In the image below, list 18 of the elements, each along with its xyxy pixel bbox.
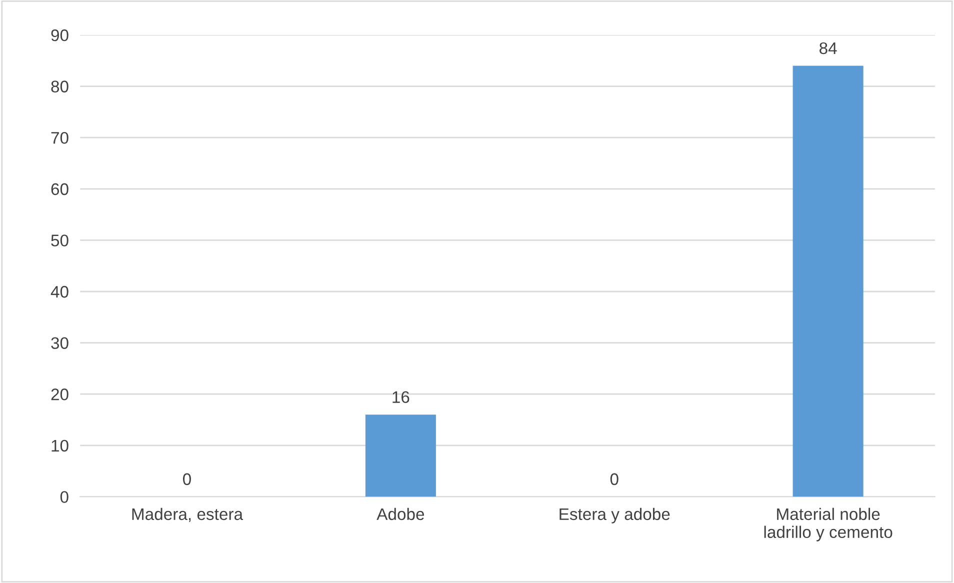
y-tick-label: 30 (51, 337, 68, 350)
y-tick-label: 70 (51, 132, 68, 144)
x-tick-label: Estera y adobe (560, 508, 670, 524)
data-label: 84 (820, 42, 837, 54)
y-tick-label: 90 (51, 29, 68, 42)
x-tick-label: Material noble ladrillo y cemento (764, 508, 892, 542)
data-label: 0 (610, 473, 618, 486)
y-tick-label: 20 (51, 388, 68, 400)
y-tick-label: 80 (51, 80, 68, 92)
x-tick-label: Madera, estera (132, 508, 244, 522)
data-label: 0 (183, 473, 191, 486)
x-tick-label: Adobe (376, 508, 424, 520)
data-label: 16 (392, 391, 410, 403)
y-tick-label: 60 (51, 183, 68, 196)
y-tick-label: 10 (52, 440, 68, 452)
y-tick-label: 40 (50, 286, 68, 298)
y-tick-label: 0 (60, 491, 68, 503)
y-tick-label: 50 (51, 234, 68, 246)
